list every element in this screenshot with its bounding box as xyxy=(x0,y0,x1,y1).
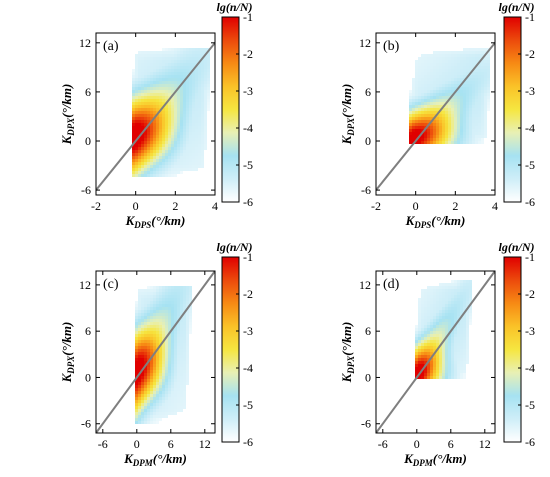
x-tick-label: 6 xyxy=(168,437,174,451)
panel-label: (a) xyxy=(103,39,119,54)
y-tick-label: 6 xyxy=(85,85,91,99)
x-tick-label: 12 xyxy=(479,437,491,451)
panel-c: -6 0 6 12 -6 0 6 12 (c) KDPM(°/km) KDPX(°/km) -1 -2 -… xyxy=(59,240,253,468)
colorbar-tick-label: -6 xyxy=(243,435,253,449)
colorbar-tick-label: -4 xyxy=(525,361,535,375)
y-tick-label: 12 xyxy=(79,36,91,50)
colorbar-title: lg(n/N) xyxy=(499,240,535,254)
colorbar-tick-label: -5 xyxy=(243,158,253,172)
y-axis-label: KDPX(°/km) xyxy=(339,322,356,384)
panel-label: (b) xyxy=(383,39,400,54)
panel-b: -2 0 2 4 -6 0 6 12 (b) KDPS(°/km) KDPX(°/km) -1 -2 -3… xyxy=(339,0,535,230)
x-axis-label: KDPS(°/km) xyxy=(405,213,466,230)
x-tick-label: 2 xyxy=(172,199,178,213)
y-tick-label: 0 xyxy=(365,370,371,384)
colorbar xyxy=(221,16,240,203)
reference-line xyxy=(376,42,495,191)
colorbar-tick-label: -6 xyxy=(525,195,535,209)
colorbar xyxy=(503,256,522,443)
axes-frame xyxy=(375,270,496,434)
y-tick-label: 0 xyxy=(85,370,91,384)
y-tick-label: 6 xyxy=(365,324,371,338)
reference-line xyxy=(96,42,215,191)
colorbar-tick-label: -2 xyxy=(243,47,253,61)
colorbar-tick-label: -6 xyxy=(243,195,253,209)
colorbar-title: lg(n/N) xyxy=(499,0,535,14)
x-tick-label: 0 xyxy=(134,437,140,451)
x-axis-label: KDPM(°/km) xyxy=(403,451,467,468)
colorbar-tick-label: -3 xyxy=(525,84,535,98)
density-heatmap xyxy=(132,48,210,177)
y-axis-label: KDPX(°/km) xyxy=(59,84,76,146)
y-tick-label: 0 xyxy=(85,134,91,148)
colorbar-tick-label: -1 xyxy=(243,10,253,24)
y-tick-label: 12 xyxy=(359,36,371,50)
x-tick-label: 4 xyxy=(492,199,498,213)
colorbar-tick-label: -3 xyxy=(525,324,535,338)
y-tick-label: 6 xyxy=(365,85,371,99)
x-axis-label: KDPS(°/km) xyxy=(125,213,186,230)
colorbar-title: lg(n/N) xyxy=(217,240,253,254)
colorbar-tick-label: -2 xyxy=(243,287,253,301)
panel-a: -2 0 2 4 -6 0 6 12 (a) KDPS(°/km) KDPX(°/km) -1 -2 -3… xyxy=(59,0,253,230)
x-tick-label: -6 xyxy=(378,437,388,451)
x-tick-label: 0 xyxy=(414,437,420,451)
colorbar-tick-label: -1 xyxy=(525,10,535,24)
colorbar-tick-label: -1 xyxy=(525,250,535,264)
colorbar-tick-label: -4 xyxy=(243,121,253,135)
x-tick-label: -2 xyxy=(371,199,381,213)
panel-d: -6 0 6 12 -6 0 6 12 (d) KDPM(°/km) KDPX(°/km) -1 -2 -… xyxy=(339,240,535,468)
colorbar-tick-label: -2 xyxy=(525,47,535,61)
reference-line xyxy=(376,271,495,433)
y-tick-label: 12 xyxy=(359,278,371,292)
colorbar xyxy=(221,256,240,443)
y-axis-label: KDPX(°/km) xyxy=(59,322,76,384)
colorbar-tick-label: -5 xyxy=(525,158,535,172)
x-tick-label: 0 xyxy=(413,199,419,213)
colorbar-tick-label: -4 xyxy=(525,121,535,135)
x-axis-label: KDPM(°/km) xyxy=(123,451,187,468)
reference-line xyxy=(96,271,215,433)
y-axis-label: KDPX(°/km) xyxy=(339,84,356,146)
x-tick-label: -6 xyxy=(98,437,108,451)
y-tick-label: -6 xyxy=(361,417,371,431)
density-heatmap xyxy=(135,286,192,424)
colorbar-tick-label: -2 xyxy=(525,287,535,301)
colorbar-title: lg(n/N) xyxy=(217,0,253,14)
y-tick-label: 0 xyxy=(365,134,371,148)
colorbar-tick-label: -5 xyxy=(525,398,535,412)
colorbar-tick-label: -1 xyxy=(243,250,253,264)
colorbar-tick-label: -3 xyxy=(243,84,253,98)
panel-label: (c) xyxy=(103,277,119,292)
y-tick-label: -6 xyxy=(81,183,91,197)
y-tick-label: 12 xyxy=(79,278,91,292)
colorbar-tick-label: -3 xyxy=(243,324,253,338)
x-tick-label: 4 xyxy=(212,199,218,213)
colorbar-tick-label: -5 xyxy=(243,398,253,412)
y-tick-label: -6 xyxy=(361,183,371,197)
colorbar-tick-label: -6 xyxy=(525,435,535,449)
y-tick-label: 6 xyxy=(85,324,91,338)
axes-frame xyxy=(95,270,216,434)
y-tick-label: -6 xyxy=(81,417,91,431)
colorbar xyxy=(503,16,522,203)
x-tick-label: -2 xyxy=(91,199,101,213)
density-heatmap xyxy=(415,280,472,379)
x-tick-label: 2 xyxy=(452,199,458,213)
axes-frame xyxy=(95,32,216,196)
x-tick-label: 0 xyxy=(133,199,139,213)
axes-frame xyxy=(375,32,496,196)
panels-group: -2 0 2 4 -6 0 6 12 (a) KDPS(°/km) KDPX(°/km) -1 -2 -3… xyxy=(59,0,535,468)
density-heatmap xyxy=(409,48,490,144)
x-tick-label: 12 xyxy=(199,437,211,451)
x-tick-label: 6 xyxy=(448,437,454,451)
panel-label: (d) xyxy=(383,277,400,292)
colorbar-tick-label: -4 xyxy=(243,361,253,375)
